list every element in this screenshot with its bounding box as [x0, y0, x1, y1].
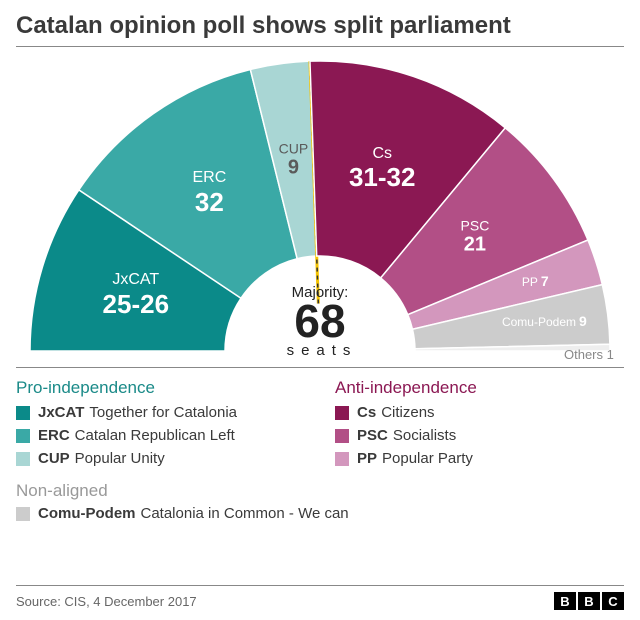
swatch	[16, 507, 30, 521]
legend-item: Comu-Podem Catalonia in Common - We can	[16, 505, 624, 522]
parliament-chart: JxCAT25-26ERC32CUP9Cs31-32PSC21PP7Comu-P…	[16, 51, 624, 361]
legend-abbr: ERC	[38, 427, 70, 444]
legend-name: Socialists	[393, 427, 456, 444]
source-text: Source: CIS, 4 December 2017	[16, 594, 197, 609]
legend-name: Catalonia in Common - We can	[141, 505, 349, 522]
swatch	[16, 452, 30, 466]
legend-item: PSC Socialists	[335, 427, 624, 444]
legend-nonaligned: Non-aligned Comu-Podem Catalonia in Commo…	[16, 481, 624, 522]
legend-header-nonaligned: Non-aligned	[16, 481, 624, 501]
swatch	[335, 429, 349, 443]
legend-abbr: JxCAT	[38, 404, 84, 421]
legend-abbr: PP	[357, 450, 377, 467]
swatch	[335, 452, 349, 466]
legend-name: Popular Unity	[75, 450, 165, 467]
others-label: Others 1	[564, 347, 614, 362]
legend-name: Popular Party	[382, 450, 473, 467]
legend-abbr: CUP	[38, 450, 70, 467]
majority-number: 68	[283, 301, 358, 342]
legend-pro: Pro-independence JxCAT Together for Catal…	[16, 378, 305, 473]
majority-indicator: Majority: 68 seats	[283, 284, 358, 359]
legend-abbr: Cs	[357, 404, 376, 421]
bbc-letter: B	[554, 592, 576, 610]
legend-item: PP Popular Party	[335, 450, 624, 467]
bbc-logo: BBC	[554, 592, 624, 610]
legend-name: Together for Catalonia	[89, 404, 237, 421]
seats-label: seats	[287, 342, 358, 359]
legend-abbr: PSC	[357, 427, 388, 444]
legend-item: JxCAT Together for Catalonia	[16, 404, 305, 421]
swatch	[16, 429, 30, 443]
legend-header-pro: Pro-independence	[16, 378, 305, 398]
swatch	[335, 406, 349, 420]
swatch	[16, 406, 30, 420]
page-title: Catalan opinion poll shows split parliam…	[16, 12, 624, 47]
legend-item: ERC Catalan Republican Left	[16, 427, 305, 444]
bbc-letter: C	[602, 592, 624, 610]
footer: Source: CIS, 4 December 2017 BBC	[16, 585, 624, 610]
legend-abbr: Comu-Podem	[38, 505, 136, 522]
bbc-letter: B	[578, 592, 600, 610]
legend-name: Catalan Republican Left	[75, 427, 235, 444]
legend-anti: Anti-independence Cs Citizens PSC Socialist…	[335, 378, 624, 473]
legend: Pro-independence JxCAT Together for Catal…	[16, 368, 624, 473]
legend-item: Cs Citizens	[335, 404, 624, 421]
legend-header-anti: Anti-independence	[335, 378, 624, 398]
legend-name: Citizens	[381, 404, 434, 421]
legend-item: CUP Popular Unity	[16, 450, 305, 467]
